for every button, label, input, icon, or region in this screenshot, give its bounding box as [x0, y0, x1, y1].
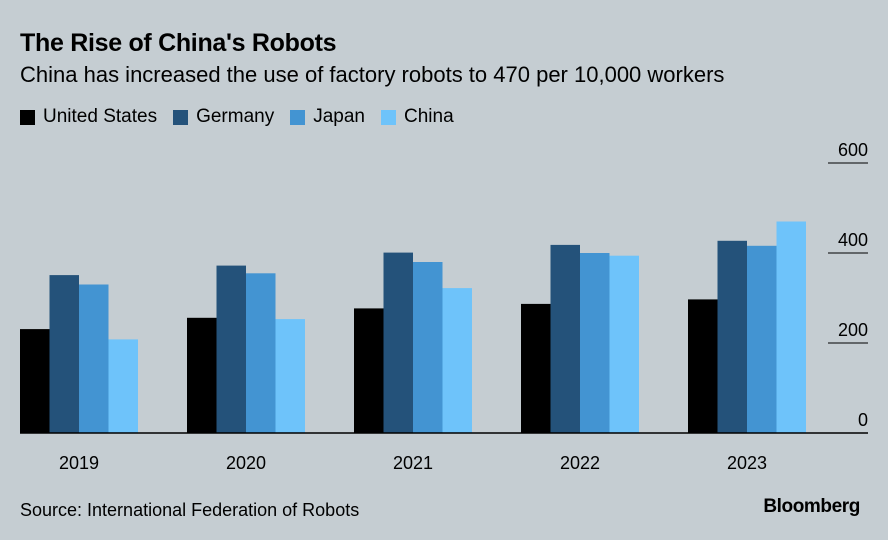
bar-germany-2019 [49, 275, 79, 433]
x-tick-label-2022: 2022 [560, 453, 600, 473]
chart-legend: United States Germany Japan China [20, 106, 470, 128]
legend-label-germany: Germany [196, 106, 275, 127]
bar-china-2021 [442, 288, 472, 433]
bar-china-2023 [776, 221, 806, 433]
chart-title: The Rise of China's Robots [20, 29, 337, 57]
bar-germany-2023 [717, 240, 747, 433]
bar-united-states-2023 [688, 299, 718, 433]
legend-item-japan: Japan [290, 106, 365, 128]
bar-germany-2021 [383, 252, 413, 433]
bar-china-2019 [108, 339, 138, 433]
x-tick-label-2019: 2019 [59, 453, 99, 473]
bar-japan-2023 [747, 245, 777, 433]
legend-swatch-japan [290, 109, 306, 125]
x-tick-label-2020: 2020 [226, 453, 266, 473]
bar-united-states-2019 [20, 329, 50, 433]
source-note: Source: International Federation of Robo… [20, 500, 360, 520]
bar-united-states-2021 [354, 308, 384, 433]
y-tick-label-600: 600 [838, 140, 868, 160]
bar-japan-2022 [580, 253, 610, 433]
legend-label-united-states: United States [43, 106, 158, 127]
legend-label-japan: Japan [313, 106, 365, 127]
x-tick-label-2023: 2023 [727, 453, 767, 473]
legend-swatch-china [381, 109, 396, 125]
bar-china-2020 [275, 319, 305, 433]
bar-japan-2020 [246, 273, 276, 434]
bar-united-states-2020 [187, 317, 217, 433]
bar-united-states-2022 [521, 303, 551, 433]
bar-china-2022 [609, 255, 639, 433]
x-tick-label-2021: 2021 [393, 453, 433, 473]
legend-item-china: China [381, 106, 454, 128]
legend-label-china: China [404, 106, 454, 127]
y-tick-label-200: 200 [838, 320, 868, 340]
y-tick-label-400: 400 [838, 230, 868, 250]
legend-item-germany: Germany [173, 106, 274, 128]
legend-swatch-germany [173, 109, 189, 125]
legend-item-united-states: United States [20, 106, 157, 128]
bar-japan-2019 [79, 284, 109, 433]
bar-japan-2021 [413, 262, 443, 433]
y-tick-label-0: 0 [858, 410, 868, 430]
chart-subtitle: China has increased the use of factory r… [20, 62, 725, 87]
legend-swatch-united-states [20, 109, 35, 125]
bar-germany-2020 [216, 265, 246, 433]
bloomberg-logo: Bloomberg [763, 496, 860, 517]
bar-germany-2022 [550, 244, 580, 433]
